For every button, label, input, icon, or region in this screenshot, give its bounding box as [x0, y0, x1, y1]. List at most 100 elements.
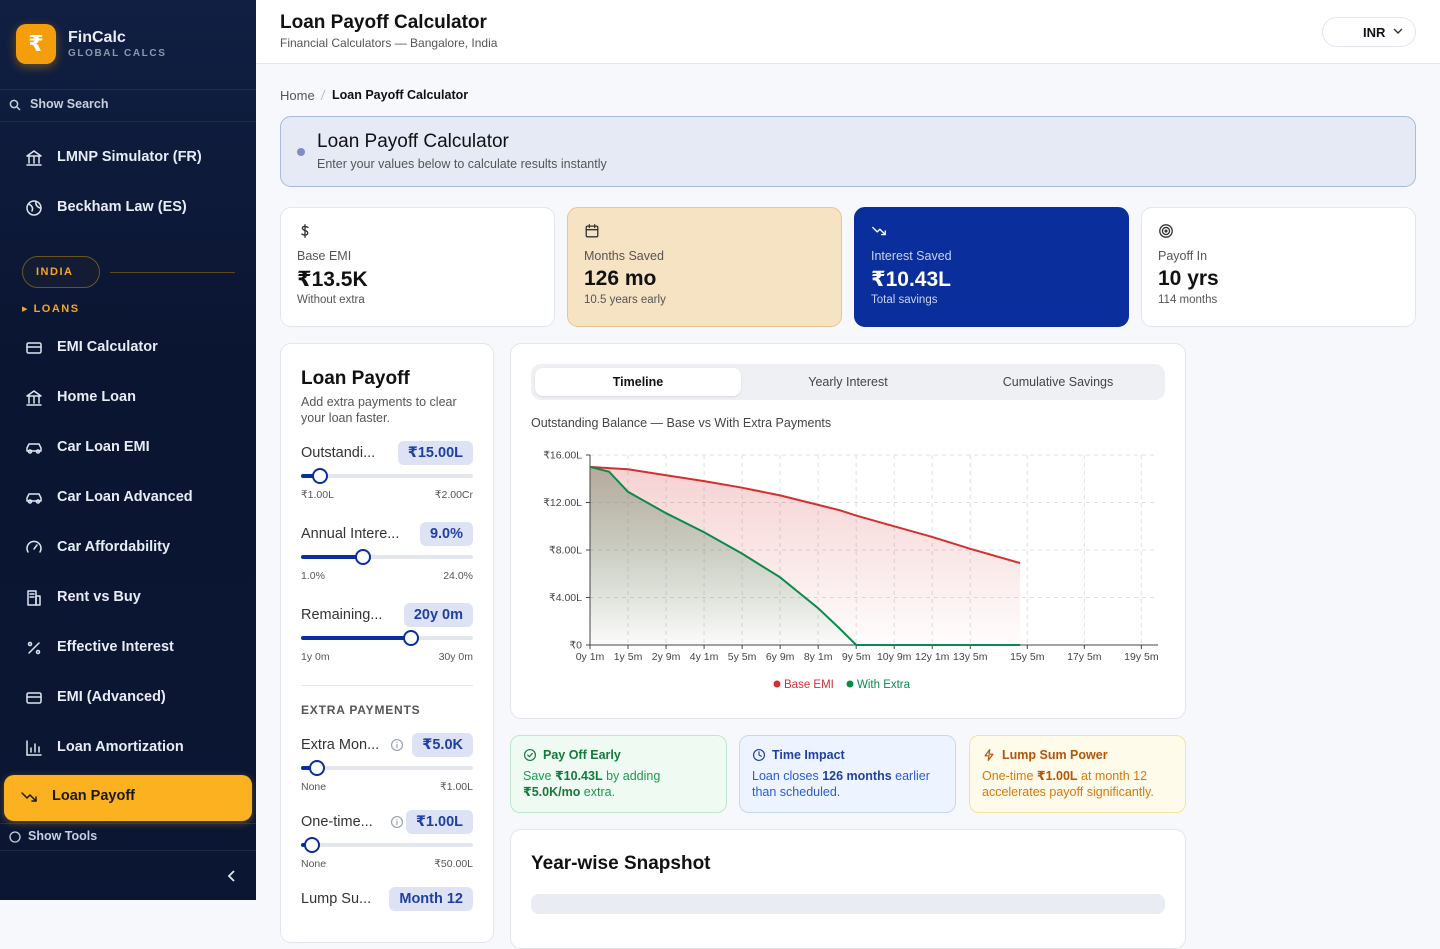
- slider-thumb[interactable]: [355, 549, 371, 565]
- nav-item[interactable]: Loan Payoff: [52, 788, 135, 804]
- legend-swatch: [846, 680, 854, 688]
- slider-max: ₹1.00L: [440, 781, 473, 793]
- region-rule: [110, 272, 235, 273]
- slider-thumb[interactable]: [312, 468, 328, 484]
- icon-part: [1393, 28, 1403, 34]
- x-tick-label: 9y 5m: [842, 651, 871, 663]
- icon-part: [390, 815, 404, 829]
- nav-item[interactable]: LMNP Simulator (FR): [57, 149, 202, 165]
- breadcrumb-current: Loan Payoff Calculator: [332, 88, 469, 102]
- input-value: ₹1.00L: [405, 810, 473, 834]
- icon: [390, 738, 404, 752]
- nav-item[interactable]: Beckham Law (ES): [57, 199, 187, 215]
- x-tick-label: 5y 5m: [728, 651, 757, 663]
- nav-item[interactable]: Car Loan EMI: [57, 439, 150, 455]
- icon-part: [1159, 224, 1173, 238]
- input-value: Month 12: [389, 887, 473, 911]
- banner-dot: [297, 148, 305, 156]
- slider-thumb[interactable]: [403, 630, 419, 646]
- icon-part: [33, 544, 38, 550]
- icon: [25, 739, 43, 757]
- slider-thumb[interactable]: [309, 760, 325, 776]
- slider-min: 1.0%: [301, 570, 325, 582]
- icon-part: [35, 449, 41, 454]
- stat-value: 10 yrs: [1158, 267, 1219, 290]
- breadcrumb-link[interactable]: Home: [280, 88, 315, 103]
- nav-item-active-bg: [4, 775, 252, 821]
- slider-fill: [301, 555, 363, 559]
- series-line: [589, 465, 1021, 646]
- y-tick-label: ₹12.00L: [543, 497, 582, 509]
- chart-title: Outstanding Balance — Base vs With Extra…: [531, 416, 832, 430]
- tools-row[interactable]: [0, 823, 256, 851]
- x-tick-label: 4y 1m: [690, 651, 719, 663]
- icon-part: [26, 150, 42, 157]
- nav-item[interactable]: Loan Amortization: [57, 739, 184, 755]
- x-tick-label: 15y 5m: [1010, 651, 1045, 663]
- legend-swatch: [773, 680, 781, 688]
- icon-part: [21, 792, 37, 802]
- icon-part: [31, 796, 37, 802]
- tab[interactable]: Timeline: [612, 375, 664, 389]
- nav-item[interactable]: Effective Interest: [57, 639, 174, 655]
- nav-item[interactable]: Car Loan Advanced: [57, 489, 193, 505]
- icon-part: [523, 748, 537, 762]
- icon-part: [301, 225, 309, 236]
- slider-track[interactable]: [301, 766, 473, 770]
- nav-item[interactable]: Car Affordability: [57, 539, 171, 555]
- currency-select[interactable]: [1322, 17, 1416, 47]
- icon: [25, 689, 43, 707]
- icon-part: [585, 225, 599, 238]
- insight-title: Lump Sum Power: [1002, 748, 1108, 762]
- stat-value: 126 mo: [584, 267, 657, 290]
- input-value: 20y 0m: [403, 603, 473, 627]
- search-label[interactable]: Show Search: [30, 97, 109, 111]
- icon-part: [26, 342, 42, 354]
- icon-part: [26, 540, 42, 553]
- icon-part: [523, 748, 537, 762]
- nav-item[interactable]: Home Loan: [57, 389, 136, 405]
- header-subtitle: Financial Calculators — Bangalore, India: [280, 36, 498, 50]
- slider-track[interactable]: [301, 555, 473, 559]
- nav-item[interactable]: EMI (Advanced): [57, 689, 166, 705]
- tools-label[interactable]: Show Tools: [28, 829, 98, 843]
- tab[interactable]: Yearly Interest: [808, 375, 888, 389]
- panel-title: Loan Payoff: [301, 368, 410, 389]
- nav-item[interactable]: EMI Calculator: [57, 339, 158, 355]
- slider-thumb[interactable]: [304, 837, 320, 853]
- icon-part: [28, 200, 41, 212]
- icon-part: [27, 641, 33, 647]
- x-tick-label: 10y 9m: [877, 651, 912, 663]
- insight-text: ₹5.0K/mo: [523, 785, 581, 799]
- search-row[interactable]: [0, 89, 256, 122]
- icon-part: [35, 595, 41, 606]
- icon-part: [872, 226, 886, 236]
- nav-item[interactable]: Rent vs Buy: [57, 589, 141, 605]
- panel-description: Add extra payments to clear your loan fa…: [301, 395, 457, 425]
- icon-part: [390, 738, 404, 752]
- slider-track[interactable]: [301, 843, 473, 847]
- icon-part: [26, 342, 42, 354]
- icon-part: [26, 390, 42, 397]
- slider-track[interactable]: [301, 474, 473, 478]
- icon-part: [872, 226, 886, 236]
- insight-title: Time Impact: [772, 748, 845, 762]
- icon-part: [1164, 229, 1168, 233]
- icon-part: [758, 751, 762, 757]
- tab[interactable]: Cumulative Savings: [1002, 375, 1114, 389]
- collapse-button[interactable]: [226, 869, 238, 883]
- banner: [280, 116, 1416, 187]
- icon-part: [27, 641, 41, 655]
- icon-part: [27, 499, 33, 504]
- icon: [25, 339, 43, 357]
- x-tick-label: 1y 5m: [614, 651, 643, 663]
- logo: ₹: [16, 24, 56, 64]
- stat-card: Payoff In 10 yrs 114 months: [1141, 207, 1416, 327]
- y-tick-label: ₹4.00L: [549, 592, 582, 604]
- icon: [25, 539, 43, 557]
- slider-max: ₹2.00Cr: [434, 489, 473, 501]
- stat-value: ₹10.43L: [871, 268, 951, 291]
- sidebar: ₹ FinCalc GLOBAL CALCS Show Search INDIA…: [0, 0, 256, 900]
- region-badge[interactable]: [22, 256, 100, 288]
- icon: [25, 589, 43, 607]
